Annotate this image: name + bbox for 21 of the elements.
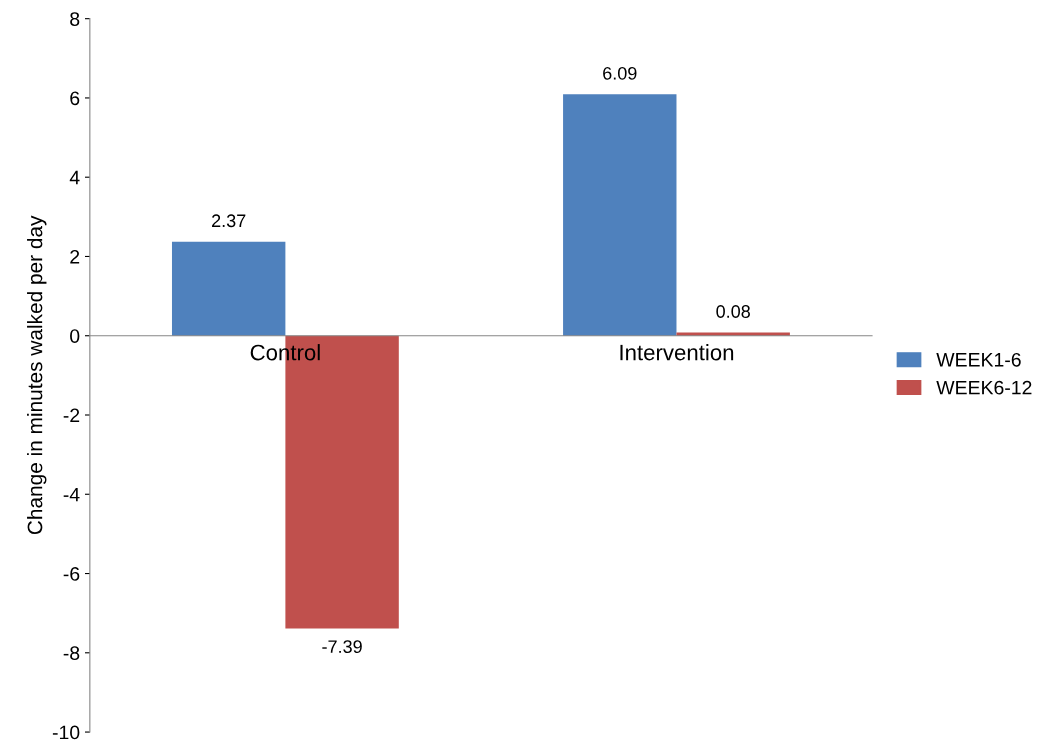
legend-label: WEEK1-6 <box>936 352 1021 367</box>
y-tick-label: -2 <box>63 408 80 423</box>
bar <box>563 94 677 336</box>
y-tick-label: 6 <box>70 91 80 106</box>
y-axis-title: Change in minutes walked per day <box>27 215 47 535</box>
y-tick-label: -8 <box>63 646 80 661</box>
data-label: -7.39 <box>322 640 362 653</box>
y-tick-label: 2 <box>70 249 80 264</box>
data-label: 6.09 <box>603 66 637 80</box>
x-tick-label: Intervention <box>620 344 734 361</box>
y-tick-label: -6 <box>63 567 80 581</box>
y-tick-label: 8 <box>70 12 80 26</box>
y-tick-label: 4 <box>69 170 80 185</box>
y-tick-label: -10 <box>52 725 80 740</box>
y-tick-label: 0 <box>70 329 80 343</box>
legend-label: WEEK6-12 <box>936 380 1032 395</box>
y-tick-label: -4 <box>63 487 80 502</box>
data-label: 0.08 <box>716 305 750 318</box>
data-label: 2.37 <box>212 214 246 228</box>
bar <box>171 241 286 336</box>
x-tick-label: Control <box>250 344 320 361</box>
